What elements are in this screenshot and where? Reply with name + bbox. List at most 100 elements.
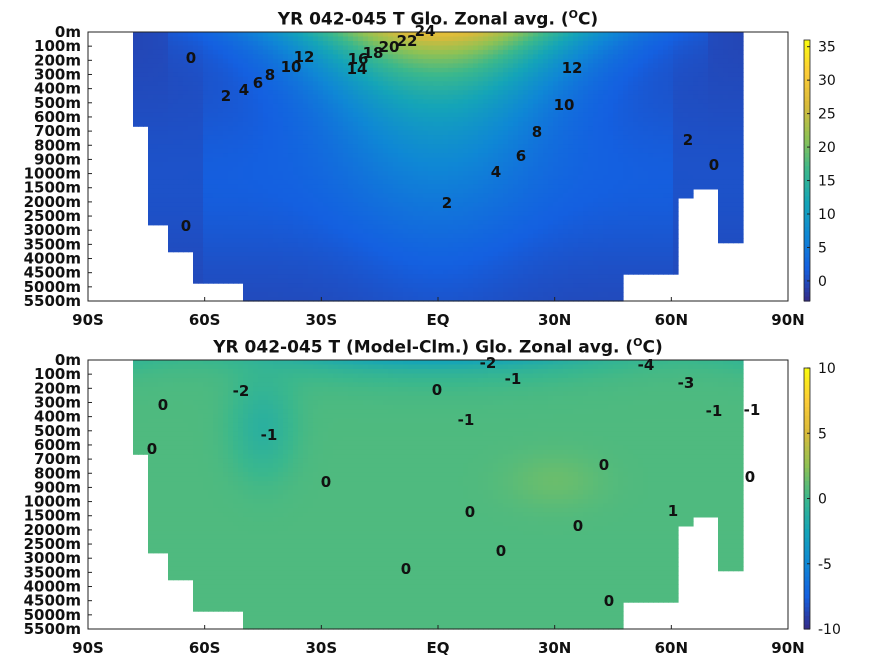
field-cell — [443, 175, 449, 181]
field-cell — [233, 135, 239, 141]
field-cell — [453, 188, 459, 194]
field-cell — [603, 135, 609, 141]
field-cell — [483, 99, 489, 105]
field-cell — [203, 36, 209, 42]
field-cell — [438, 45, 444, 51]
field-cell — [268, 211, 274, 217]
field-cell — [443, 206, 449, 212]
field-cell — [733, 85, 739, 91]
field-cell — [363, 72, 369, 78]
field-cell — [473, 211, 479, 217]
field-cell — [638, 171, 644, 177]
field-cell — [718, 90, 724, 96]
field-cell — [433, 130, 439, 136]
field-cell — [493, 63, 499, 69]
field-cell — [588, 206, 594, 212]
field-cell — [703, 139, 709, 145]
field-cell — [683, 67, 689, 73]
field-cell — [633, 45, 639, 51]
field-cell — [558, 188, 564, 194]
field-cell — [208, 162, 214, 168]
field-cell — [723, 144, 729, 150]
field-cell — [138, 103, 144, 109]
field-cell — [493, 211, 499, 217]
field-cell — [648, 139, 654, 145]
field-cell — [198, 135, 204, 141]
field-cell — [468, 175, 474, 181]
field-cell — [503, 188, 509, 194]
field-cell — [428, 63, 434, 69]
field-cell — [718, 67, 724, 73]
field-cell — [348, 117, 354, 123]
field-cell — [148, 58, 154, 64]
field-cell — [283, 108, 289, 114]
field-cell — [358, 108, 364, 114]
field-cell — [208, 193, 214, 199]
field-cell — [543, 49, 549, 55]
field-cell — [608, 157, 614, 163]
field-cell — [683, 108, 689, 114]
field-cell — [543, 171, 549, 177]
field-cell — [413, 94, 419, 100]
field-cell — [463, 90, 469, 96]
field-cell — [208, 76, 214, 82]
field-cell — [423, 41, 429, 47]
field-cell — [618, 166, 624, 172]
field-cell — [403, 67, 409, 73]
field-cell — [363, 215, 369, 221]
field-cell — [133, 94, 139, 100]
field-cell — [223, 197, 229, 203]
field-cell — [728, 32, 734, 38]
field-cell — [523, 144, 529, 150]
field-cell — [578, 63, 584, 69]
field-cell — [508, 148, 514, 154]
field-cell — [188, 184, 194, 190]
field-cell — [678, 72, 684, 78]
field-cell — [663, 36, 669, 42]
field-cell — [463, 171, 469, 177]
field-cell — [533, 108, 539, 114]
field-cell — [393, 197, 399, 203]
field-cell — [708, 153, 714, 159]
field-cell — [678, 54, 684, 60]
field-cell — [563, 49, 569, 55]
field-cell — [628, 63, 634, 69]
field-cell — [578, 112, 584, 118]
field-cell — [328, 49, 334, 55]
field-cell — [653, 157, 659, 163]
field-cell — [583, 81, 589, 87]
field-cell — [553, 139, 559, 145]
field-cell — [238, 94, 244, 100]
field-cell — [638, 67, 644, 73]
field-cell — [393, 179, 399, 185]
field-cell — [488, 85, 494, 91]
field-cell — [333, 36, 339, 42]
field-cell — [453, 121, 459, 127]
field-cell — [363, 126, 369, 132]
field-cell — [303, 94, 309, 100]
field-cell — [153, 72, 159, 78]
field-cell — [548, 76, 554, 82]
field-cell — [428, 171, 434, 177]
field-cell — [363, 162, 369, 168]
field-cell — [613, 179, 619, 185]
field-cell — [498, 148, 504, 154]
field-cell — [423, 36, 429, 42]
field-cell — [343, 135, 349, 141]
field-cell — [188, 76, 194, 82]
field-cell — [358, 135, 364, 141]
field-cell — [223, 32, 229, 38]
field-cell — [683, 130, 689, 136]
field-cell — [213, 36, 219, 42]
field-cell — [488, 175, 494, 181]
field-cell — [458, 99, 464, 105]
field-cell — [508, 108, 514, 114]
field-cell — [638, 90, 644, 96]
field-cell — [563, 76, 569, 82]
field-cell — [483, 45, 489, 51]
field-cell — [153, 99, 159, 105]
field-cell — [543, 41, 549, 47]
field-cell — [133, 85, 139, 91]
field-cell — [193, 103, 199, 109]
field-cell — [568, 184, 574, 190]
